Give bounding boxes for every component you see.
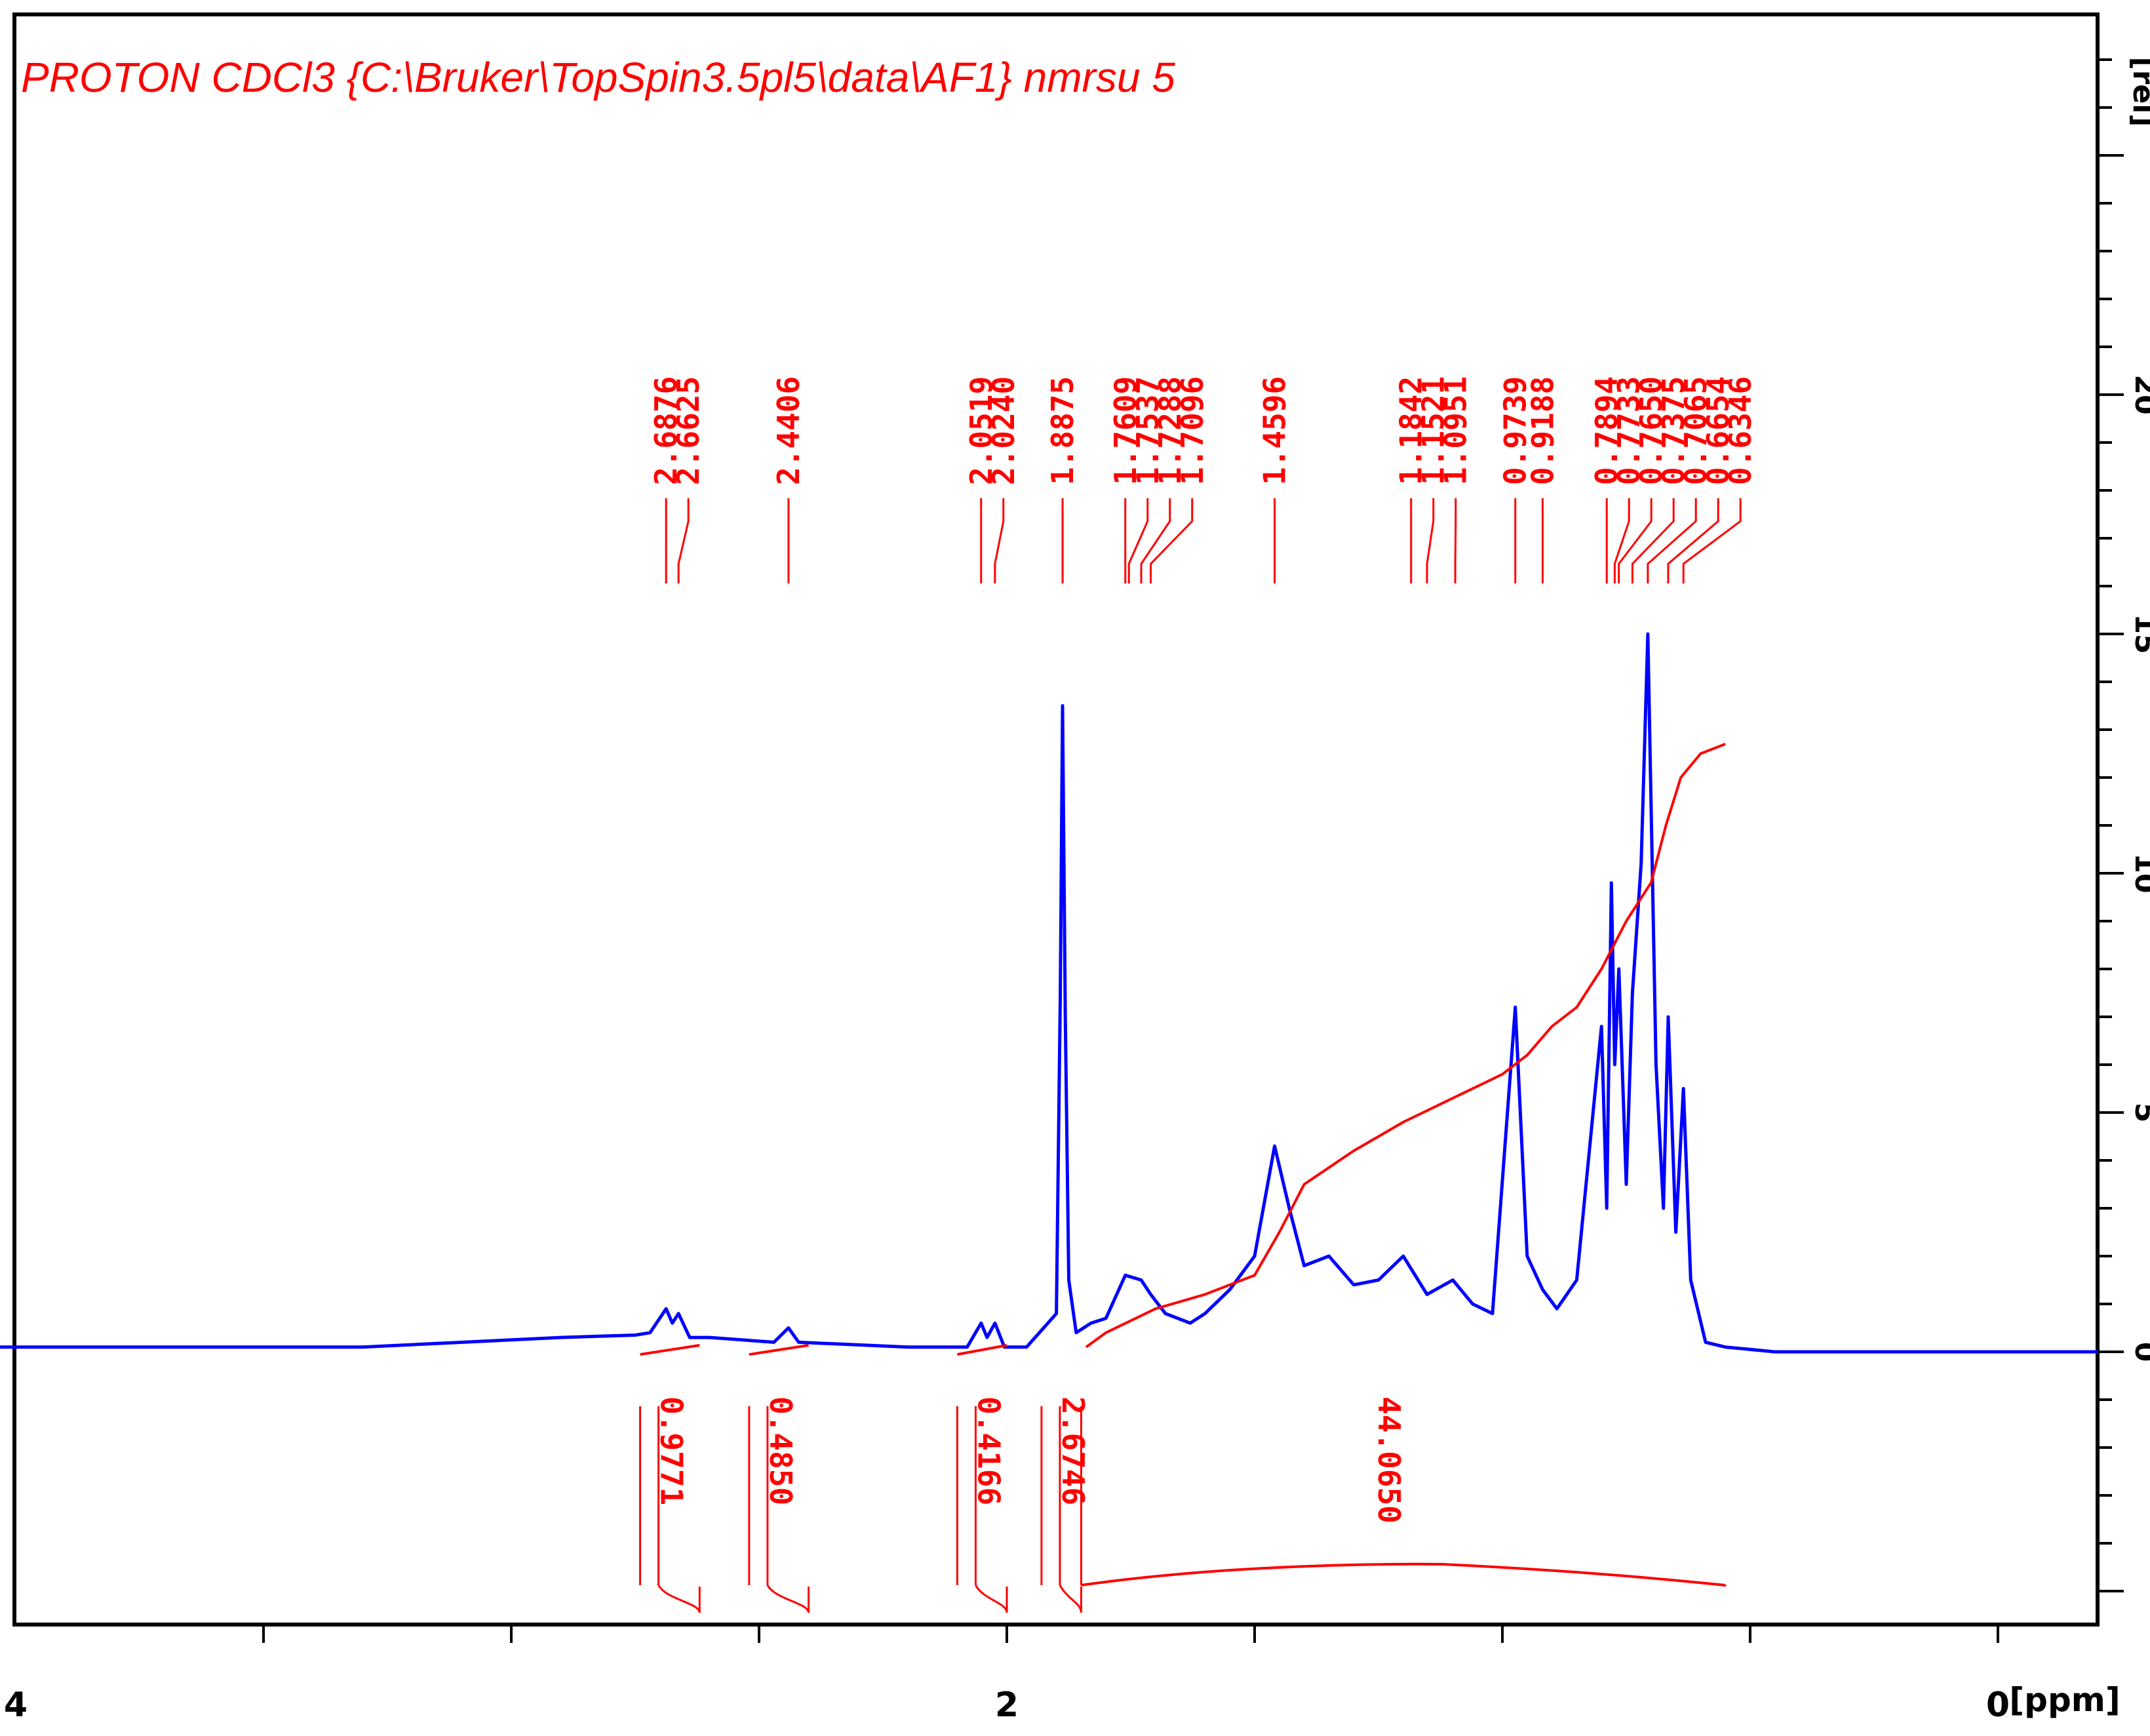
peak-label: 2.0240 [986,376,1021,485]
plot-frame [12,12,2100,1627]
peak-label: 1.1842 [1394,376,1429,485]
peak-label: 1.7288 [1152,376,1188,485]
peak-leader-line [1667,498,1719,583]
peak-leader-line [677,498,690,583]
peak-label: 0.6654 [1700,376,1736,485]
integral-value-label: 44.0650 [1371,1396,1407,1524]
integral-region: 0.45090.92261.00810.97710.48500.41662.67… [639,1396,1727,1613]
x-tick-label: 4 [4,1686,28,1725]
peak-label: 1.7537 [1130,376,1165,485]
peak-label: 2.0519 [964,376,999,485]
integral-bracket-curve [657,1585,701,1613]
peak-leader-line [1618,498,1652,583]
spectrum-title: PROTON CDCl3 {C:\Bruker\TopSpin3.5pl5\da… [21,54,1175,101]
integral-step [640,1344,700,1356]
y-tick-label: 5 [2128,1103,2150,1123]
integral-step [749,1344,809,1356]
y-axis-label: [rel] [2126,57,2150,127]
peak-label: 1.0951 [1438,376,1474,485]
peak-label: 1.7096 [1175,376,1210,485]
peak-leader-line [1613,498,1630,583]
integral-bracket-curve [766,1585,810,1613]
x-tick-label: 0 [1986,1686,2010,1725]
integral-value-label: 0.9771 [654,1396,690,1505]
integral-value-label: 2.6746 [1055,1396,1091,1505]
peak-leader-line [1682,498,1742,583]
y-tick-label: 10 [2128,853,2150,893]
integral-bracket-curve [975,1585,1008,1613]
x-tick-label: 2 [995,1686,1019,1725]
peak-label: 1.8875 [1045,376,1080,485]
peak-leader-line [1631,498,1675,583]
peak-label: 0.7065 [1678,376,1713,485]
peak-leader-line [1127,498,1149,583]
peak-leader-line [1150,498,1194,583]
x-axis: 6420 [4,1625,2010,1725]
peak-label: 0.9188 [1525,376,1560,485]
peak-label: 0.7375 [1656,376,1691,485]
peak-label: 1.1521 [1416,376,1451,485]
peak-label: 2.4406 [771,376,806,485]
integral-trace [1085,743,1726,1349]
peak-label: 1.7609 [1108,376,1143,485]
peak-label: 2.6876 [648,376,684,485]
peak-label: 0.7894 [1589,376,1624,485]
y-tick-label: 0 [2128,1342,2150,1362]
peak-leader-line [1454,498,1457,583]
peak-leader-line [1426,498,1435,583]
x-axis-label: [ppm] [2009,1681,2120,1719]
peak-label: 2.6625 [671,376,706,485]
peak-label: 0.9739 [1498,376,1533,485]
y-tick-label: 20 [2128,374,2150,414]
integral-curve-overall [1081,1562,1726,1587]
peak-leader-line [1647,498,1697,583]
peak-leader-line [994,498,1005,583]
y-axis: 0 5 10 15 20 [2096,14,2150,1625]
peak-leader-line [1140,498,1171,583]
integral-value-label: 0.4166 [971,1396,1006,1505]
integral-step [957,1344,1007,1356]
y-tick-label: 15 [2128,614,2150,654]
series-layer [0,632,2098,1356]
peak-label: 0.7650 [1633,376,1669,485]
integral-bracket-curve [1059,1585,1082,1613]
integral-value-label: 0.4850 [763,1396,798,1505]
peak-label: 1.4596 [1257,376,1293,485]
spectrum-trace [0,632,2098,1354]
peak-labels: 7.24445.1130M 5.10345.07674.33974.32124.… [648,376,1758,583]
peak-label: 0.7733 [1611,376,1647,485]
peak-label: 0.6346 [1723,376,1758,485]
